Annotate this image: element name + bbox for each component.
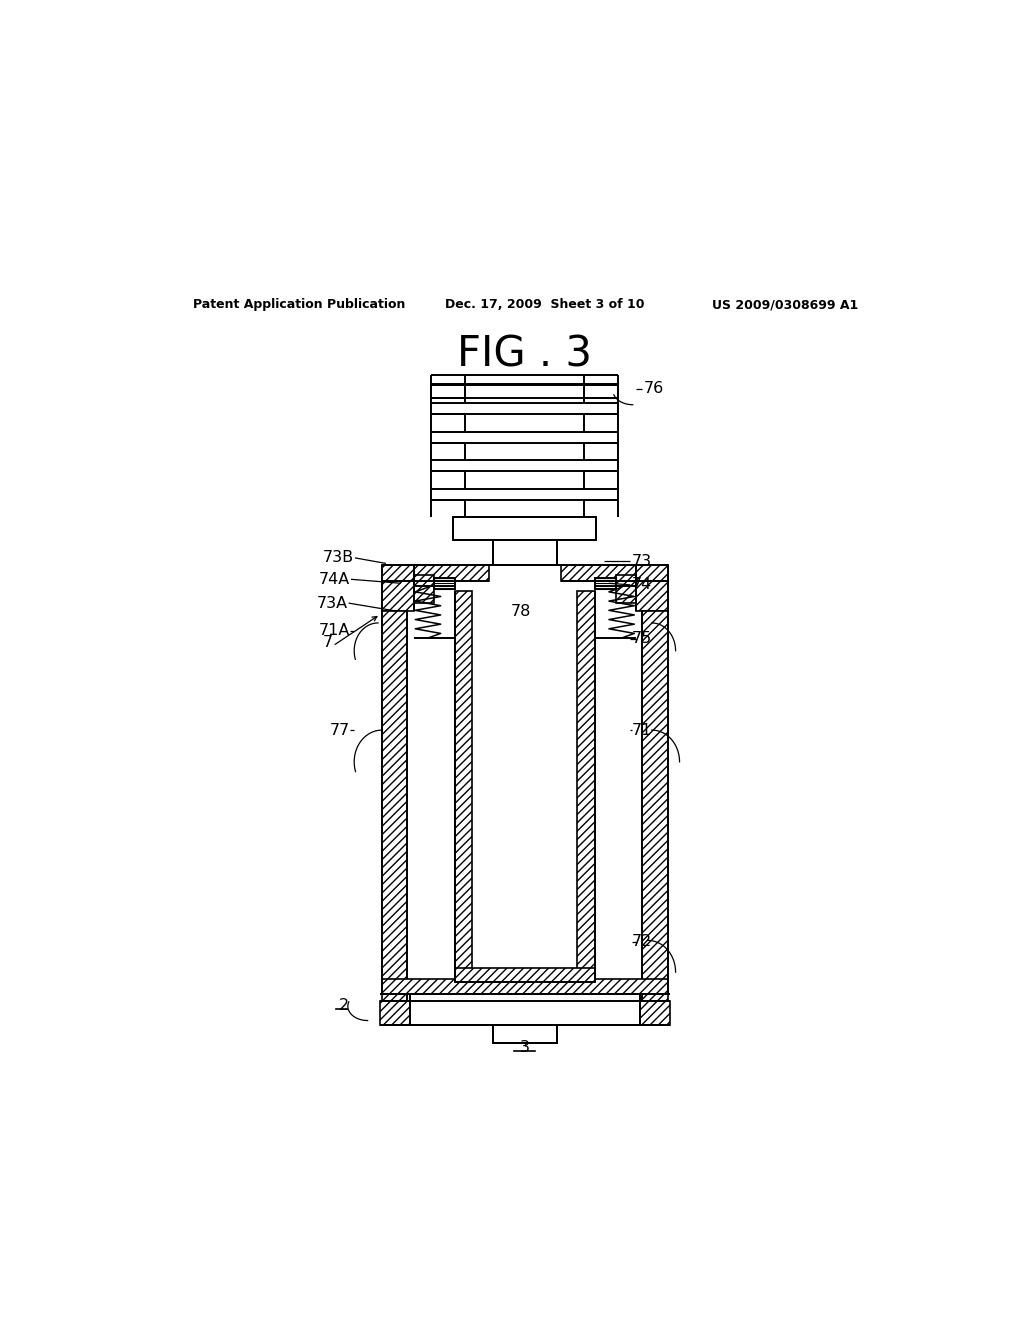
- Text: US 2009/0308699 A1: US 2009/0308699 A1: [712, 298, 858, 312]
- Text: 7: 7: [323, 635, 333, 651]
- Bar: [616, 576, 636, 603]
- Bar: [595, 578, 616, 589]
- Bar: [578, 591, 595, 982]
- Text: 72: 72: [632, 935, 652, 949]
- Bar: [382, 994, 668, 1024]
- Bar: [494, 540, 557, 565]
- Bar: [640, 1002, 670, 1026]
- Bar: [410, 994, 640, 1026]
- Bar: [454, 517, 596, 540]
- Bar: [382, 611, 408, 994]
- Text: FIG . 3: FIG . 3: [458, 333, 592, 375]
- Text: 71A: 71A: [318, 623, 350, 639]
- Text: 77: 77: [330, 722, 350, 738]
- Text: 71: 71: [632, 722, 652, 738]
- Text: Patent Application Publication: Patent Application Publication: [194, 298, 406, 312]
- Text: 3: 3: [520, 1040, 529, 1055]
- Text: 73: 73: [632, 553, 652, 569]
- Bar: [642, 611, 668, 994]
- Bar: [494, 1026, 557, 1043]
- Bar: [414, 576, 433, 603]
- Bar: [380, 1002, 410, 1026]
- Text: Dec. 17, 2009  Sheet 3 of 10: Dec. 17, 2009 Sheet 3 of 10: [445, 298, 645, 312]
- Text: 75: 75: [632, 631, 652, 647]
- Text: 74: 74: [632, 577, 652, 593]
- Text: 73B: 73B: [323, 550, 354, 565]
- Bar: [382, 565, 414, 611]
- Bar: [431, 384, 618, 399]
- Text: 73A: 73A: [316, 595, 348, 611]
- Text: 76: 76: [644, 381, 665, 396]
- Text: 2: 2: [339, 998, 348, 1012]
- Bar: [455, 968, 595, 982]
- Bar: [636, 565, 668, 611]
- Bar: [433, 578, 455, 589]
- Bar: [408, 994, 642, 1024]
- Text: 78: 78: [511, 603, 530, 619]
- Bar: [382, 979, 668, 994]
- Text: 74A: 74A: [318, 572, 350, 587]
- Bar: [382, 565, 489, 581]
- Bar: [560, 565, 668, 581]
- Bar: [455, 591, 472, 982]
